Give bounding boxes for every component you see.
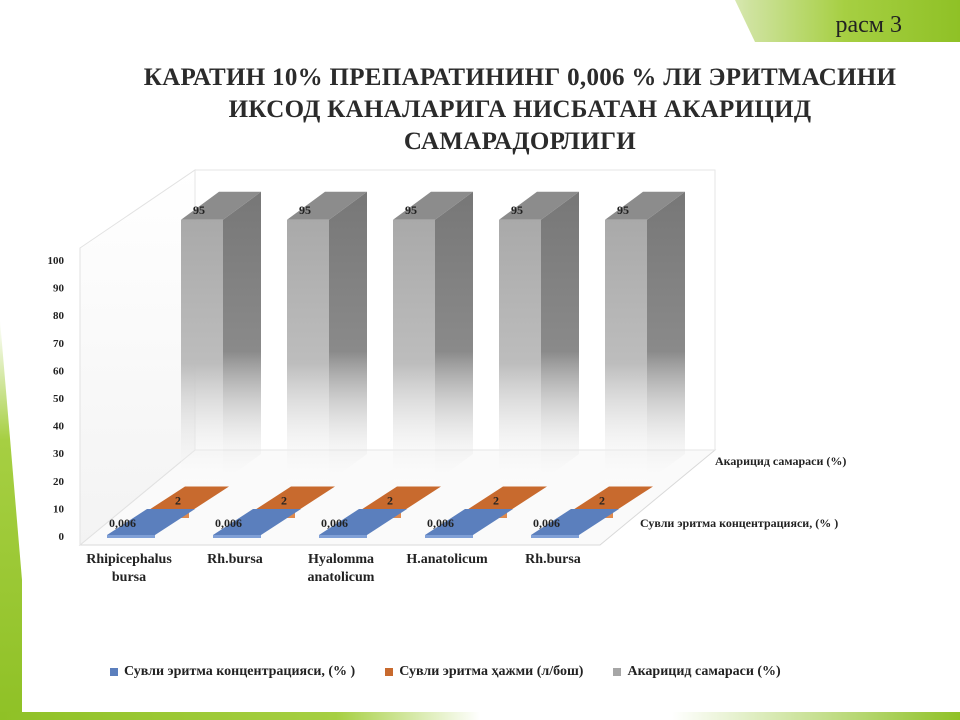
bar-efficacy-side: [647, 191, 685, 483]
bar-volume-top: [357, 486, 441, 513]
bar-concentration-top: [107, 509, 195, 535]
title-line-3: САМАРАДОРЛИГИ: [403, 128, 637, 155]
bar-efficacy-side: [223, 191, 261, 483]
data-label-concentration: 0,006: [533, 516, 560, 530]
category-label: Hyalomma: [308, 552, 374, 567]
data-label-volume: 2: [281, 493, 287, 507]
data-label-volume: 2: [493, 493, 499, 507]
bar-efficacy-front: [181, 219, 223, 483]
data-label-volume: 2: [175, 493, 181, 507]
top-right-accent-stripe: [735, 0, 960, 42]
category-label: Rh.bursa: [525, 552, 581, 567]
category-label: bursa: [112, 570, 146, 585]
legend-swatch-volume: [385, 668, 394, 676]
bar-concentration-front: [319, 535, 367, 538]
y-tick-label: 20: [53, 476, 65, 488]
title-line-2: ИКСОД КАНАЛАРИГА НИСБАТАН АКАРИЦИД: [228, 96, 812, 123]
legend-swatch-efficacy: [613, 668, 622, 676]
category-label: H.anatolicum: [406, 552, 488, 567]
data-label-concentration: 0,006: [427, 516, 454, 530]
data-label-efficacy: 95: [193, 203, 205, 217]
bar-efficacy-side: [435, 191, 473, 483]
depth-axis-label: Сувли эритма концентрацияси, (% ): [640, 516, 838, 530]
bar-concentration-front: [107, 535, 155, 538]
legend-item-efficacy: Акарицид самараси (%): [613, 664, 781, 680]
bar-volume-top: [569, 486, 653, 513]
y-tick-label: 50: [53, 393, 65, 405]
y-tick-label: 70: [53, 338, 65, 350]
bar-efficacy-side: [541, 191, 579, 483]
y-tick-label: 10: [53, 503, 65, 515]
data-label-volume: 2: [387, 493, 393, 507]
data-label-concentration: 0,006: [215, 516, 242, 530]
category-label: anatolicum: [308, 570, 375, 585]
bottom-accent-stripe: [0, 712, 960, 720]
y-tick-label: 30: [53, 448, 65, 460]
bar-volume-top: [463, 486, 547, 513]
bar-efficacy-top: [287, 191, 367, 220]
bar-volume-top: [145, 486, 229, 513]
title-line-1: КАРАТИН 10% ПРЕПАРАТИНИНГ 0,006 % ЛИ ЭРИ…: [143, 64, 897, 91]
bar-concentration-top: [425, 509, 513, 535]
chart-title: КАРАТИН 10% ПРЕПАРАТИНИНГ 0,006 % ЛИ ЭРИ…: [120, 62, 920, 158]
data-label-concentration: 0,006: [109, 516, 136, 530]
data-label-efficacy: 95: [617, 203, 629, 217]
figure-label: расм 3: [835, 12, 903, 38]
data-label-efficacy: 95: [511, 203, 523, 217]
bar-concentration-front: [213, 535, 261, 538]
data-label-concentration: 0,006: [321, 516, 348, 530]
y-tick-label: 100: [48, 255, 65, 267]
legend-label-concentration: Сувли эритма концентрацияси, (% ): [124, 664, 356, 679]
data-label-volume: 2: [599, 493, 605, 507]
legend-swatch-concentration: [110, 668, 118, 676]
bar-efficacy-front: [287, 219, 329, 483]
data-label-efficacy: 95: [299, 203, 311, 217]
bar-efficacy-top: [181, 191, 261, 220]
category-label: Rhipicephalus: [86, 552, 172, 567]
y-tick-label: 60: [53, 365, 65, 377]
bar-efficacy-top: [499, 191, 579, 220]
depth-axis-label: Акарицид самараси (%): [715, 454, 846, 468]
bar-efficacy-front: [393, 219, 435, 483]
bar-concentration-top: [531, 509, 619, 535]
data-label-efficacy: 95: [405, 203, 417, 217]
chart-legend: Сувли эритма концентрацияси, (% ) Сувли …: [110, 664, 950, 680]
y-tick-label: 40: [53, 421, 65, 433]
bar-efficacy-side: [329, 191, 367, 483]
bar-concentration-front: [425, 535, 473, 538]
bar-efficacy-front: [499, 219, 541, 483]
y-tick-label: 90: [53, 283, 65, 295]
bar-volume-top: [251, 486, 335, 513]
bar-concentration-top: [213, 509, 301, 535]
bar-concentration-top: [319, 509, 407, 535]
legend-item-volume: Сувли эритма ҳажми (л/бош): [385, 664, 583, 680]
bar-efficacy-front: [605, 219, 647, 483]
y-tick-label: 0: [59, 531, 65, 543]
category-label: Rh.bursa: [207, 552, 263, 567]
bar-efficacy-top: [605, 191, 685, 220]
legend-item-concentration: Сувли эритма концентрацияси, (% ): [110, 664, 355, 680]
legend-label-efficacy: Акарицид самараси (%): [627, 664, 781, 679]
y-tick-label: 80: [53, 310, 65, 322]
legend-label-volume: Сувли эритма ҳажми (л/бош): [399, 664, 584, 679]
bar-concentration-front: [531, 535, 579, 538]
bar-efficacy-top: [393, 191, 473, 220]
